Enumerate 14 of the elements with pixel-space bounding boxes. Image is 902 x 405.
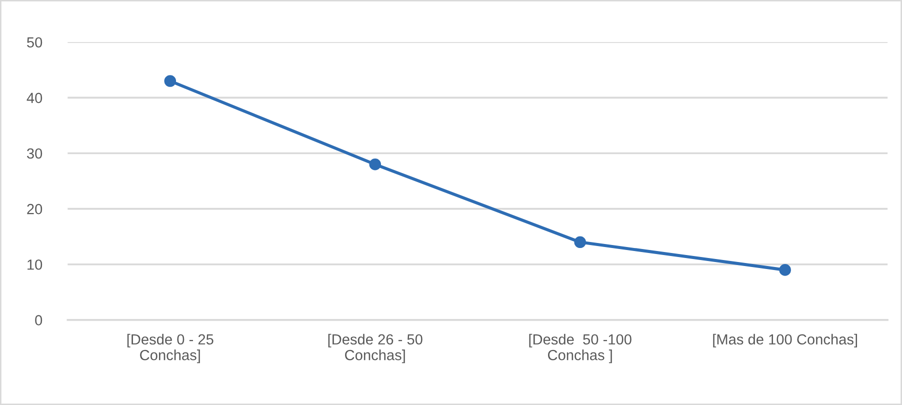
y-tick-label: 0 [35,315,42,326]
y-tick-label: 50 [27,37,42,48]
point [574,236,586,248]
x-tick-label: [Desde 26 - 50 Conchas] [328,334,422,364]
x-tick-label: [Desde 50 -100 Conchas ] [529,334,632,364]
point [779,264,791,276]
x-tick-label: [Mas de 100 Conchas] [713,334,858,348]
y-tick-label: 30 [26,148,42,159]
y-tick-label: 10 [28,259,42,270]
y-tick-label: 20 [27,204,42,214]
point [369,158,382,170]
y-tick-label: 40 [26,92,42,104]
point [164,75,176,87]
x-tick-label: [Desde 0 - 25 Conchas] [127,334,214,364]
